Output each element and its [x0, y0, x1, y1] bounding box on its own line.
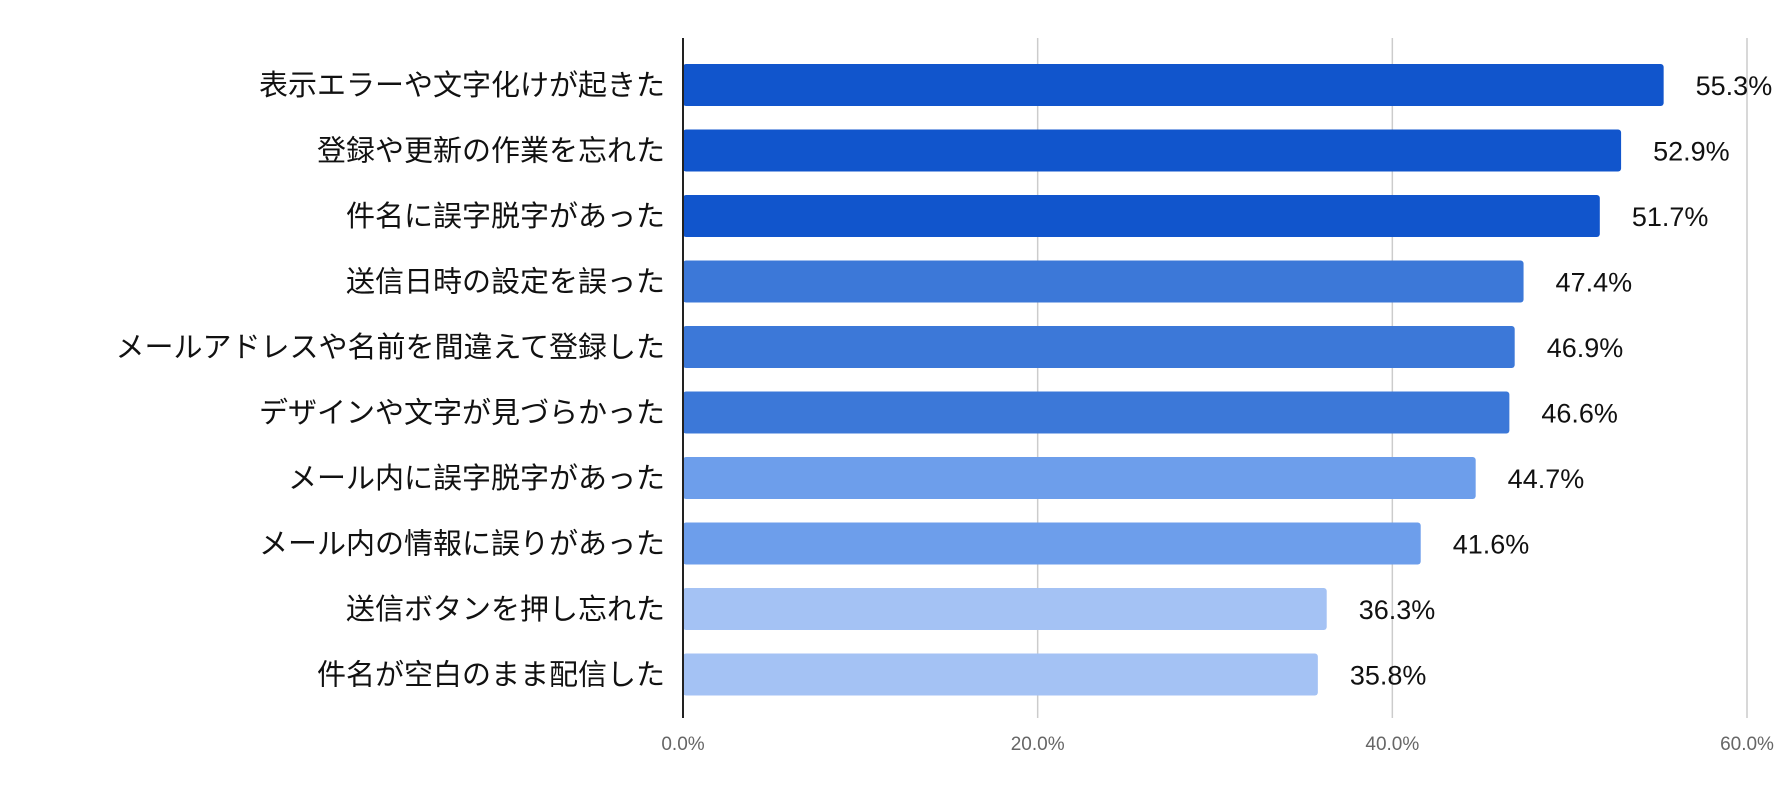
x-tick-label: 60.0% [1720, 734, 1774, 755]
category-label: 送信ボタンを押し忘れた [346, 592, 665, 626]
category-label: メール内の情報に誤りがあった [259, 527, 665, 561]
bar [683, 326, 1515, 368]
x-tick-label: 0.0% [661, 734, 704, 755]
value-label: 46.9% [1547, 333, 1624, 363]
bars [683, 64, 1664, 696]
value-label: 55.3% [1696, 71, 1773, 101]
category-label: 件名が空白のまま配信した [317, 658, 665, 692]
bar [683, 457, 1476, 499]
category-label: 登録や更新の作業を忘れた [317, 134, 665, 168]
value-label: 46.6% [1541, 399, 1618, 429]
bar [683, 653, 1318, 696]
bar [683, 391, 1510, 434]
value-label: 41.6% [1453, 530, 1530, 560]
value-label: 35.8% [1350, 661, 1427, 691]
value-label: 51.7% [1632, 202, 1709, 232]
bar [683, 588, 1327, 630]
bar [683, 260, 1524, 303]
value-label: 36.3% [1359, 595, 1436, 625]
bar [683, 129, 1622, 172]
bar [683, 522, 1421, 565]
value-label: 44.7% [1508, 464, 1585, 494]
bar [683, 64, 1664, 106]
category-label: デザインや文字が見づらかった [259, 396, 665, 430]
bar [683, 195, 1600, 237]
category-label: メールアドレスや名前を間違えて登録した [115, 330, 665, 364]
category-label: 件名に誤字脱字があった [346, 199, 665, 233]
value-label: 47.4% [1556, 268, 1633, 298]
x-tick-label: 40.0% [1365, 734, 1419, 755]
category-labels: 表示エラーや文字化けが起きた登録や更新の作業を忘れた件名に誤字脱字があった送信日… [115, 68, 665, 692]
category-label: 表示エラーや文字化けが起きた [259, 68, 665, 102]
x-tick-label: 20.0% [1011, 734, 1065, 755]
x-tick-labels: 0.0% 20.0% 40.0% 60.0% [661, 734, 1774, 755]
category-label: メール内に誤字脱字があった [288, 461, 665, 495]
value-label: 52.9% [1653, 137, 1730, 167]
value-labels: 55.3% 52.9% 51.7% 47.4% 46.9% 46.6% 44.7% 41.6%… [1350, 71, 1772, 691]
category-label: 送信日時の設定を誤った [346, 265, 665, 299]
